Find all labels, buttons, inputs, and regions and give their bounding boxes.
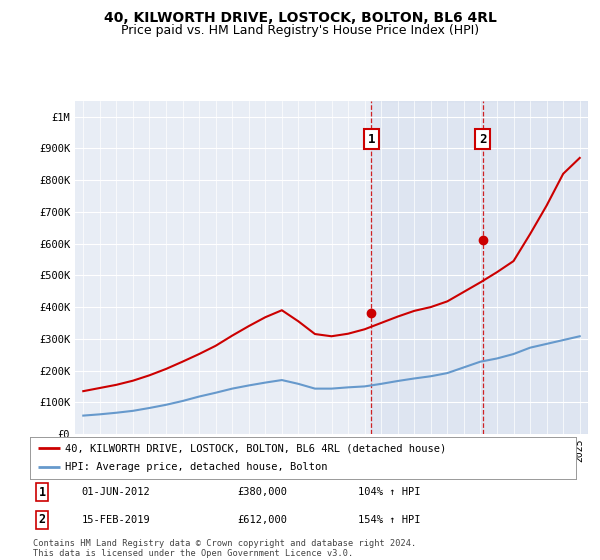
Text: £612,000: £612,000 [238,515,287,525]
Text: 2: 2 [38,514,46,526]
Text: Price paid vs. HM Land Registry's House Price Index (HPI): Price paid vs. HM Land Registry's House … [121,24,479,36]
Text: HPI: Average price, detached house, Bolton: HPI: Average price, detached house, Bolt… [65,463,328,473]
Text: 01-JUN-2012: 01-JUN-2012 [82,487,151,497]
Text: 1: 1 [38,486,46,498]
Text: Contains HM Land Registry data © Crown copyright and database right 2024.
This d: Contains HM Land Registry data © Crown c… [33,539,416,558]
Bar [371,101,588,434]
Text: 154% ↑ HPI: 154% ↑ HPI [358,515,420,525]
Text: £380,000: £380,000 [238,487,287,497]
Text: 104% ↑ HPI: 104% ↑ HPI [358,487,420,497]
Text: 40, KILWORTH DRIVE, LOSTOCK, BOLTON, BL6 4RL: 40, KILWORTH DRIVE, LOSTOCK, BOLTON, BL6… [104,11,496,25]
Text: 40, KILWORTH DRIVE, LOSTOCK, BOLTON, BL6 4RL (detached house): 40, KILWORTH DRIVE, LOSTOCK, BOLTON, BL6… [65,443,447,453]
Text: 15-FEB-2019: 15-FEB-2019 [82,515,151,525]
Text: 2: 2 [479,133,486,146]
Text: 1: 1 [368,133,375,146]
